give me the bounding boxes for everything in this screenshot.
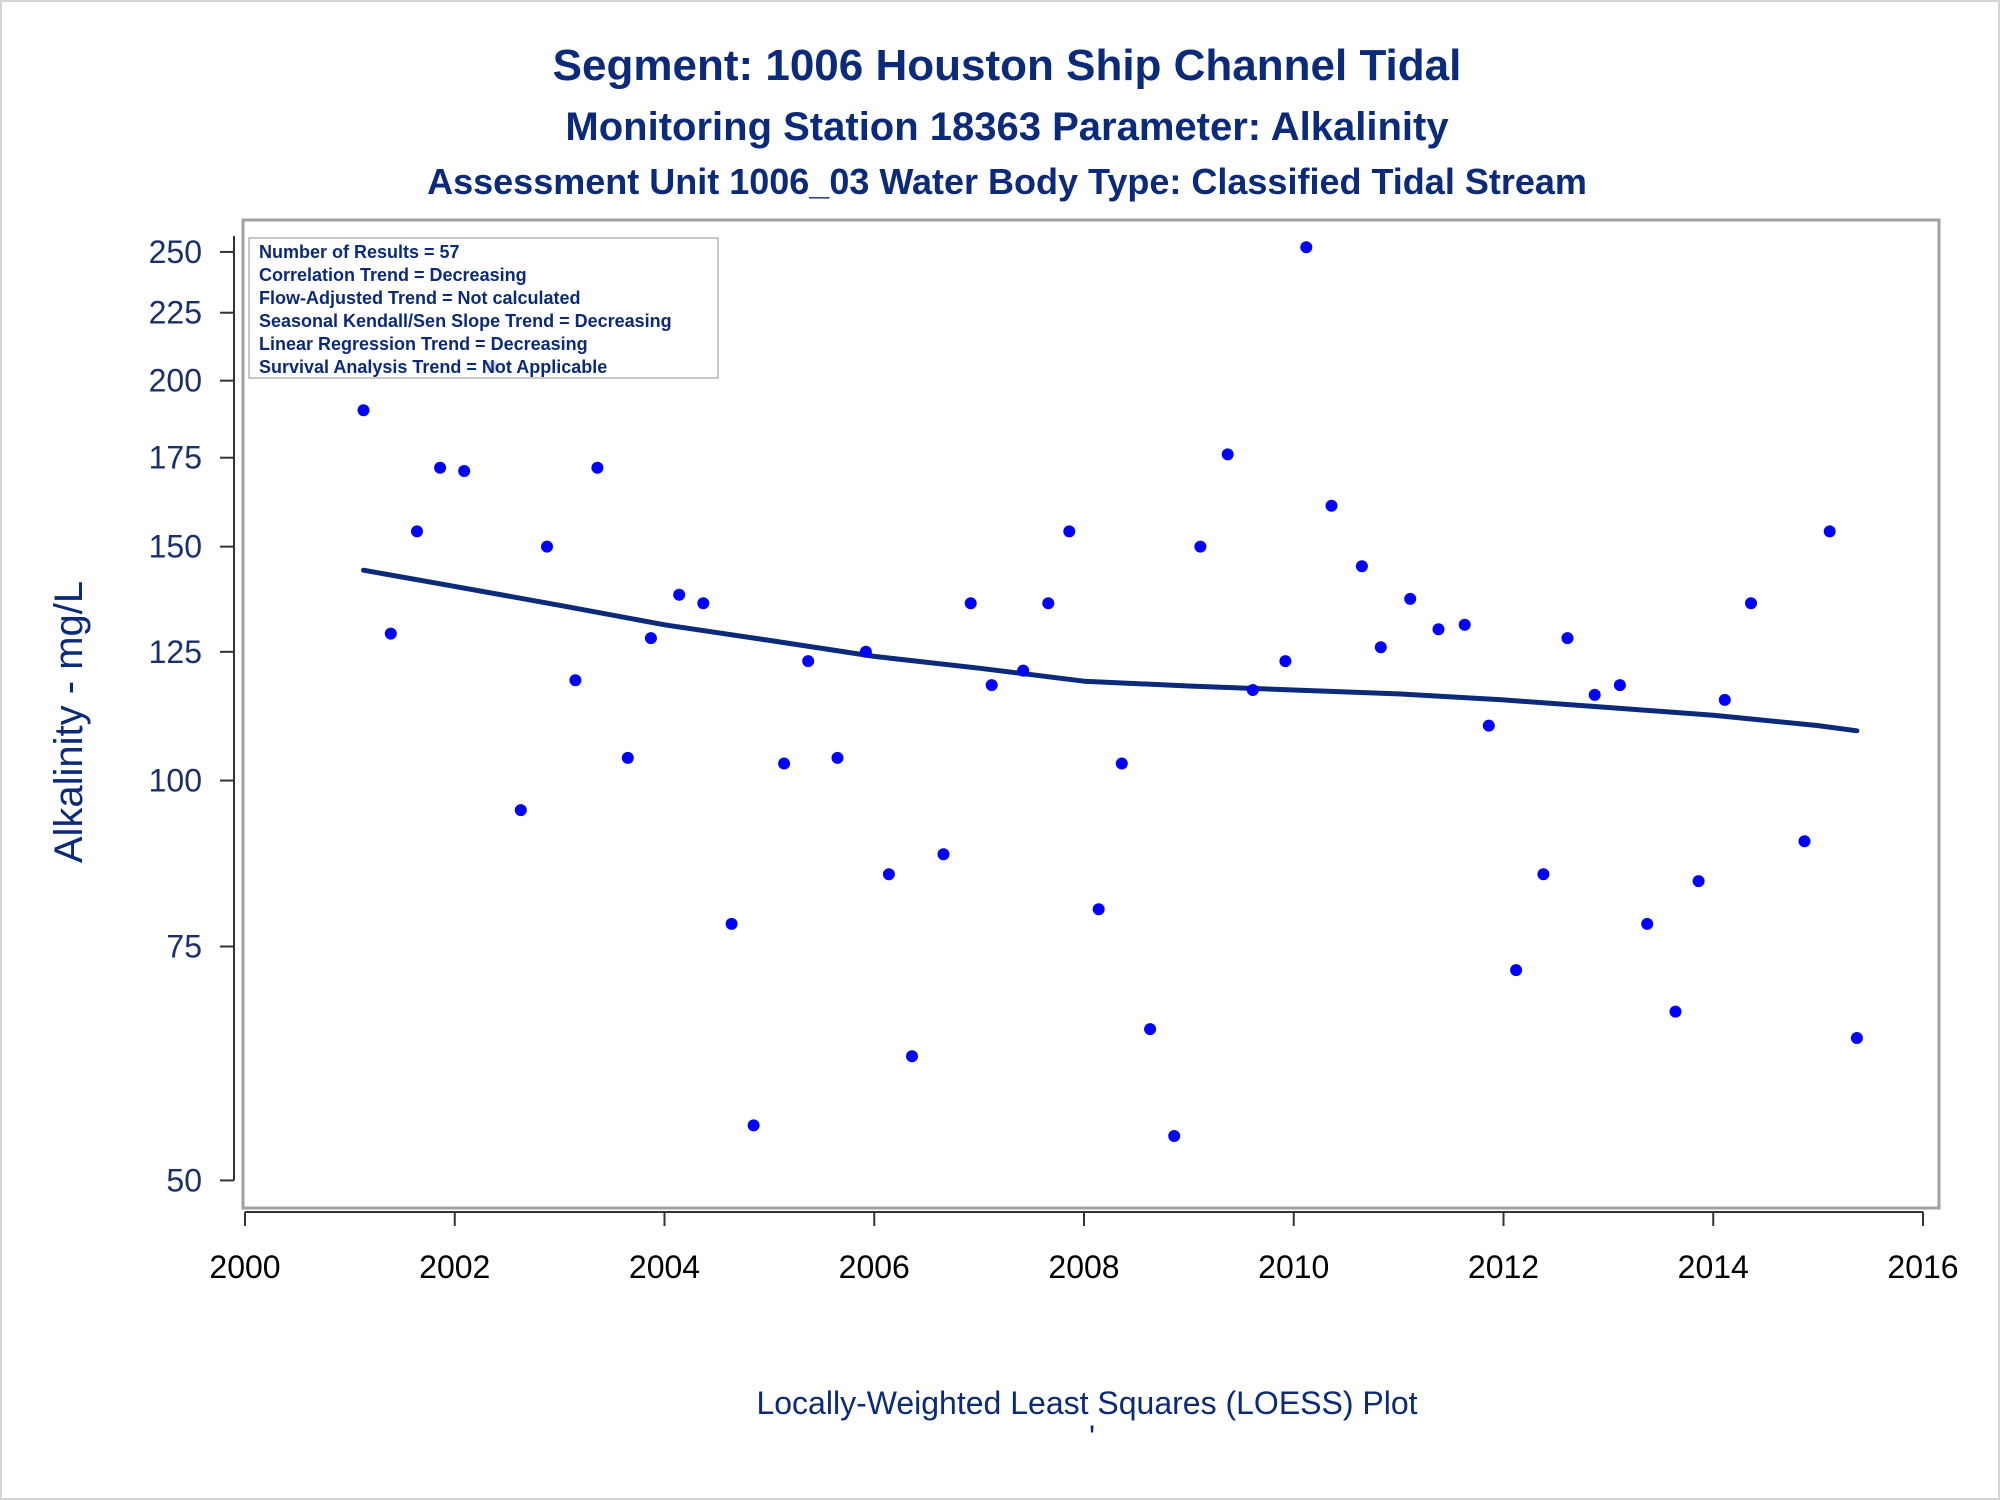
data-point <box>1144 1023 1157 1036</box>
loess-trend <box>361 567 1860 734</box>
data-point <box>1300 241 1313 254</box>
data-point <box>591 461 604 474</box>
data-point <box>384 627 397 640</box>
data-point <box>859 645 872 658</box>
data-point <box>1613 679 1626 692</box>
data-point <box>1063 525 1076 538</box>
data-point <box>458 465 471 477</box>
x-tick-label: 2004 <box>629 1249 700 1285</box>
data-point <box>1537 868 1550 881</box>
data-point <box>1823 525 1836 538</box>
data-point <box>1042 597 1055 610</box>
y-tick-label: 200 <box>149 363 202 399</box>
x-tick-label: 2008 <box>1048 1249 1119 1285</box>
data-point <box>985 679 998 692</box>
data-point <box>1404 592 1417 605</box>
loess-line <box>361 567 1860 734</box>
data-point <box>1194 540 1207 553</box>
plot-frame <box>241 218 1941 1210</box>
y-tick-label: 50 <box>166 1162 202 1198</box>
data-point <box>569 674 582 687</box>
y-tick-label: 125 <box>149 634 202 670</box>
stats-line-flow-adjusted: Flow-Adjusted Trend = Not calculated <box>259 288 581 308</box>
data-point <box>1850 1032 1863 1044</box>
y-tick-label: 225 <box>149 295 202 331</box>
data-point <box>1221 448 1234 461</box>
data-point <box>1017 664 1030 677</box>
x-tick-label: 2002 <box>419 1249 490 1285</box>
y-tick-label: 175 <box>149 440 202 476</box>
stats-line-linear-regression: Linear Regression Trend = Decreasing <box>259 334 588 354</box>
data-point <box>1432 623 1445 636</box>
data-point <box>1355 560 1368 573</box>
data-point <box>1641 917 1654 930</box>
data-point <box>1168 1130 1181 1142</box>
data-point <box>802 655 815 668</box>
data-point <box>1458 618 1471 631</box>
x-tick-label: 2014 <box>1678 1249 1749 1285</box>
data-point <box>778 757 791 770</box>
data-point <box>831 751 844 764</box>
data-point <box>725 917 738 930</box>
x-tick-label: 2016 <box>1887 1249 1958 1285</box>
footnote-mark: ' <box>1089 1419 1095 1455</box>
data-point <box>964 597 977 610</box>
data-point <box>1115 757 1128 770</box>
stats-line-seasonal-kendall: Seasonal Kendall/Sen Slope Trend = Decre… <box>259 311 672 331</box>
data-point <box>906 1050 918 1063</box>
y-axis: 50 75 100 125 150 175 200 225 250 <box>149 234 235 1198</box>
x-axis: 2000 2002 2004 2006 2008 2010 2012 2014 2016 <box>209 1211 1959 1285</box>
stats-legend: Number of Results = 57 Correlation Trend… <box>248 237 719 379</box>
footnote: Locally-Weighted Least Squares (LOESS) P… <box>756 1385 1417 1421</box>
data-point <box>1279 655 1292 668</box>
data-point <box>1561 632 1574 645</box>
y-tick-label: 250 <box>149 234 202 270</box>
stats-legend-box <box>248 237 719 379</box>
data-point <box>1482 719 1495 732</box>
data-point <box>882 868 895 881</box>
stats-line-correlation: Correlation Trend = Decreasing <box>259 265 527 285</box>
data-point <box>357 404 370 417</box>
data-point <box>621 751 634 764</box>
x-tick-label: 2010 <box>1258 1249 1329 1285</box>
data-point <box>1588 688 1601 701</box>
data-point <box>673 588 686 601</box>
stats-line-results: Number of Results = 57 <box>259 242 460 262</box>
data-point <box>411 525 423 538</box>
x-tick-label: 2000 <box>209 1249 280 1285</box>
y-tick-label: 100 <box>149 763 202 799</box>
y-tick-label: 150 <box>149 529 202 565</box>
data-point <box>1374 641 1387 654</box>
x-tick-label: 2006 <box>839 1249 910 1285</box>
data-point <box>1798 835 1811 848</box>
chart-subtitle-assessment: Assessment Unit 1006_03 Water Body Type:… <box>427 161 1587 202</box>
data-point <box>1246 684 1259 696</box>
data-point <box>937 848 950 861</box>
stats-line-survival: Survival Analysis Trend = Not Applicable <box>259 357 607 377</box>
data-point <box>1510 964 1523 977</box>
data-point <box>1325 499 1338 512</box>
chart-subtitle-station: Monitoring Station 18363 Parameter: Alka… <box>565 105 1449 149</box>
data-point <box>1092 903 1105 916</box>
x-tick-label: 2012 <box>1468 1249 1539 1285</box>
data-point <box>514 804 527 817</box>
data-point <box>1718 693 1731 706</box>
data-point <box>1669 1005 1682 1018</box>
data-point <box>644 632 657 645</box>
data-point <box>1745 597 1757 610</box>
data-point <box>434 461 447 474</box>
data-point <box>541 540 553 553</box>
y-tick-label: 75 <box>166 929 202 965</box>
data-point <box>697 597 710 610</box>
y-axis-label: Alkalinity - mg/L <box>47 581 91 863</box>
data-point <box>1692 875 1705 888</box>
data-points <box>357 241 1863 1142</box>
chart-title: Segment: 1006 Houston Ship Channel Tidal <box>553 41 1462 90</box>
data-point <box>747 1119 760 1132</box>
